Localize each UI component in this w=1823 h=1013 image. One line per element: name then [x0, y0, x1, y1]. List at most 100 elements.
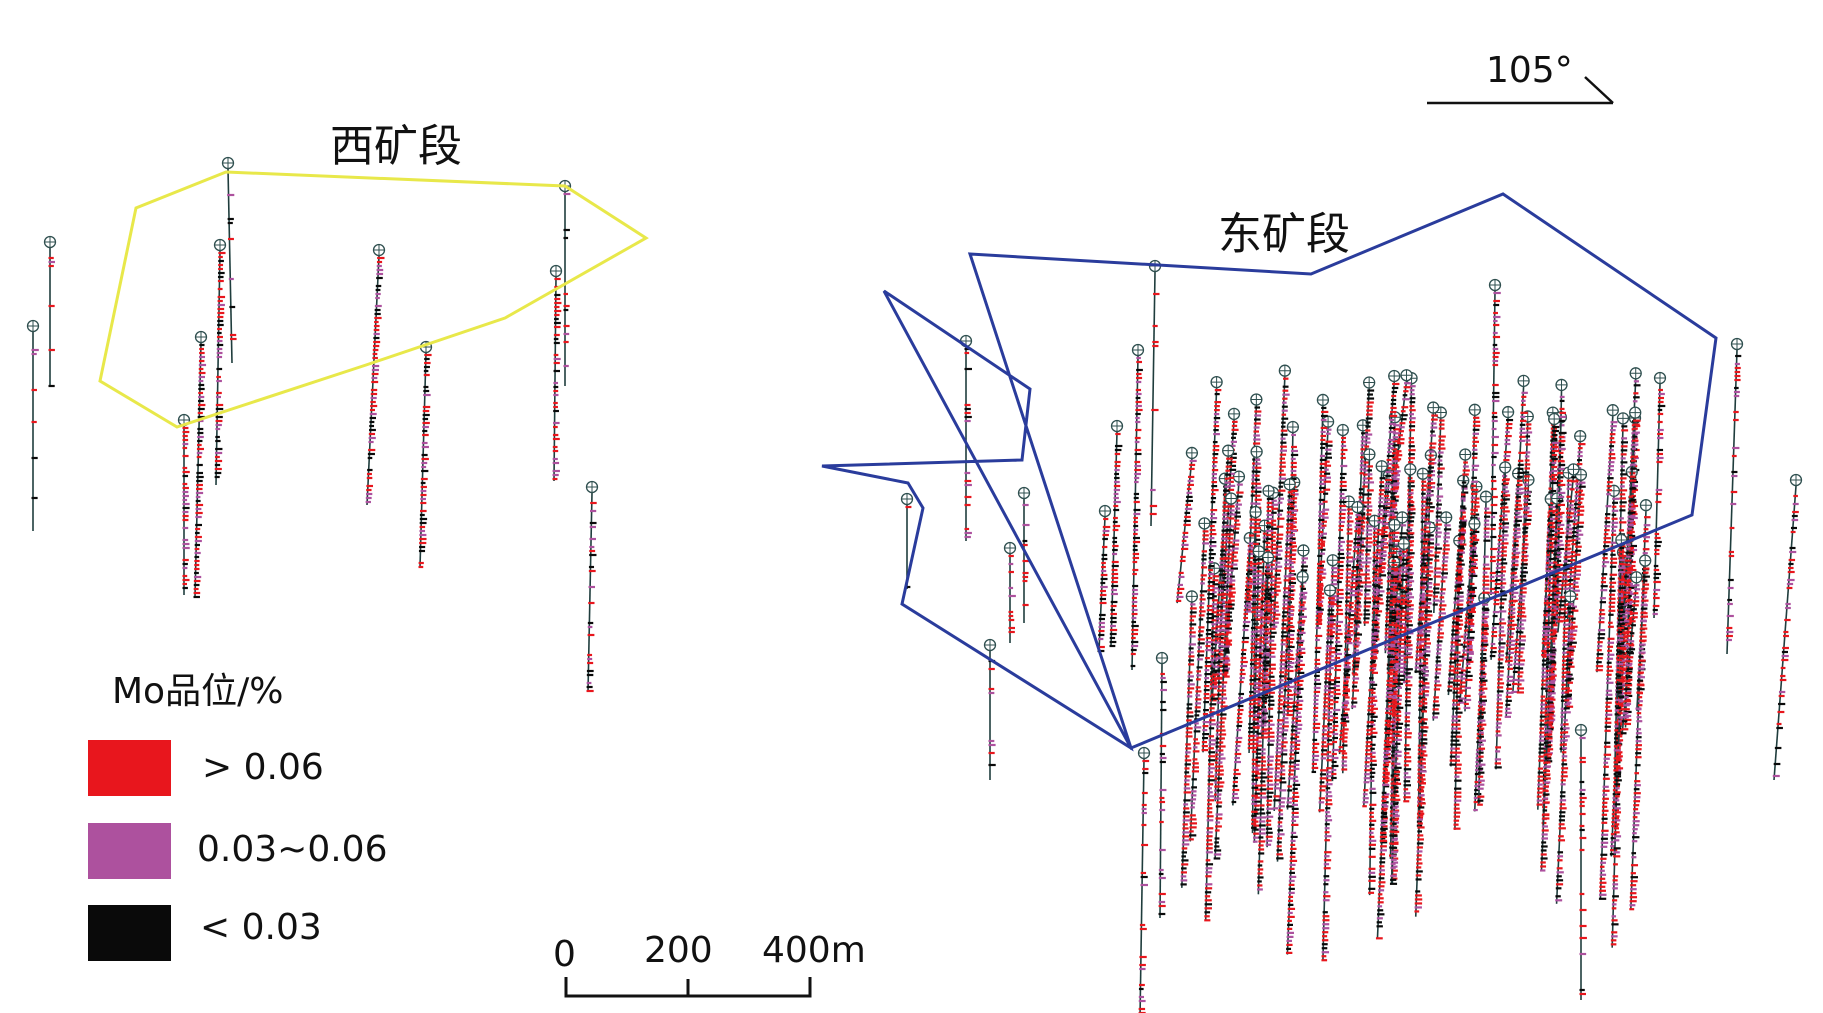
drillhole: [1555, 590, 1577, 904]
collar-cross-icon: [1004, 542, 1016, 554]
drillhole: [1416, 467, 1430, 829]
drillhole: [1175, 446, 1199, 604]
drillhole: [1109, 419, 1124, 648]
collar-cross-icon: [1489, 279, 1501, 291]
collar-cross-icon: [1440, 511, 1452, 523]
drillhole: [1725, 337, 1744, 655]
drillholes-layer: [26, 156, 1803, 1013]
drillhole: [1204, 562, 1221, 922]
drillhole: [1598, 484, 1621, 900]
collar-cross-icon: [1654, 372, 1666, 384]
collar-cross-icon: [1617, 412, 1629, 424]
collar-cross-icon: [1548, 413, 1560, 425]
collar-cross-icon: [1186, 447, 1198, 459]
drillhole: [1321, 554, 1339, 962]
drillhole-trace: [1477, 502, 1487, 805]
collar-cross-icon: [984, 639, 996, 651]
collar-cross-icon: [1250, 394, 1262, 406]
collar-cross-icon: [27, 320, 39, 332]
drillhole-trace: [227, 168, 233, 364]
collar-cross-icon: [1640, 499, 1652, 511]
collar-cross-icon: [1297, 544, 1309, 556]
collar-cross-icon: [1502, 406, 1514, 418]
drillhole: [1097, 504, 1112, 653]
drillhole: [1772, 473, 1803, 781]
drillhole: [43, 235, 57, 388]
drillhole: [1363, 448, 1376, 626]
collar-cross-icon: [1401, 369, 1412, 381]
collar-cross-icon: [1575, 724, 1587, 736]
collar-cross-icon: [1156, 652, 1168, 664]
collar-cross-icon: [1233, 471, 1245, 483]
collar-cross-icon: [1317, 394, 1329, 406]
collar-cross-icon: [1322, 416, 1334, 428]
drillhole: [1148, 259, 1162, 527]
drillhole: [213, 238, 227, 486]
collar-cross-icon: [1575, 469, 1587, 481]
drillhole: [1488, 278, 1502, 596]
drillhole: [1466, 403, 1481, 665]
drillhole: [1222, 470, 1246, 678]
drillhole-trace: [1176, 458, 1193, 604]
drillhole-trace: [1150, 271, 1156, 527]
drillhole: [1180, 590, 1199, 888]
collar-cross-icon: [1790, 474, 1802, 486]
collar-cross-icon: [222, 157, 234, 169]
drillhole: [1350, 376, 1376, 710]
collar-cross-icon: [1574, 430, 1586, 442]
collar-cross-icon: [1018, 487, 1030, 499]
collar-cross-icon: [1630, 367, 1642, 379]
drillhole: [365, 243, 386, 506]
drillhole: [585, 480, 599, 693]
collar-cross-icon: [901, 493, 913, 505]
drillhole: [1137, 746, 1151, 1013]
collar-cross-icon: [1251, 446, 1263, 458]
collar-cross-icon: [373, 244, 385, 256]
drillhole: [1432, 511, 1453, 721]
drillhole: [1155, 651, 1169, 919]
collar-cross-icon: [1468, 518, 1480, 530]
drillhole: [1574, 723, 1588, 1000]
collar-cross-icon: [1629, 407, 1641, 419]
drillhole: [1003, 541, 1017, 643]
drillhole: [26, 319, 40, 531]
drillhole: [418, 340, 433, 569]
collar-cross-icon: [1396, 511, 1408, 523]
drillhole: [983, 638, 997, 780]
drillhole: [1463, 517, 1481, 712]
collar-cross-icon: [1099, 505, 1111, 517]
collar-cross-icon: [1469, 404, 1481, 416]
collar-cross-icon: [1480, 491, 1492, 503]
collar-cross-icon: [1138, 747, 1150, 759]
collar-cross-icon: [44, 236, 56, 248]
collar-cross-icon: [1186, 590, 1198, 602]
drillhole: [1017, 486, 1031, 623]
collar-cross-icon: [195, 331, 207, 343]
collar-cross-icon: [1607, 404, 1619, 416]
drillhole: [1477, 490, 1493, 806]
drillhole: [1130, 343, 1145, 671]
collar-cross-icon: [550, 265, 562, 277]
drillhole: [1516, 410, 1534, 694]
collar-cross-icon: [586, 481, 598, 493]
drillhole: [1652, 371, 1667, 619]
drillhole: [221, 156, 237, 364]
collar-cross-icon: [1287, 421, 1299, 433]
collar-cross-icon: [1363, 377, 1375, 389]
collar-cross-icon: [1398, 538, 1410, 550]
collar-cross-icon: [1228, 408, 1240, 420]
collar-cross-icon: [1417, 468, 1429, 480]
collar-cross-icon: [1404, 463, 1416, 475]
collar-cross-icon: [214, 239, 226, 251]
drillhole-trace: [1139, 758, 1145, 1013]
collar-cross-icon: [1132, 344, 1144, 356]
drillhole: [177, 413, 191, 595]
collar-cross-icon: [1731, 338, 1743, 350]
drillhole-trace: [1490, 290, 1496, 596]
drillhole: [1595, 404, 1619, 673]
drillhole: [1389, 537, 1410, 885]
collar-cross-icon: [1363, 448, 1375, 460]
drillhole: [1565, 468, 1588, 708]
collar-cross-icon: [1111, 420, 1123, 432]
